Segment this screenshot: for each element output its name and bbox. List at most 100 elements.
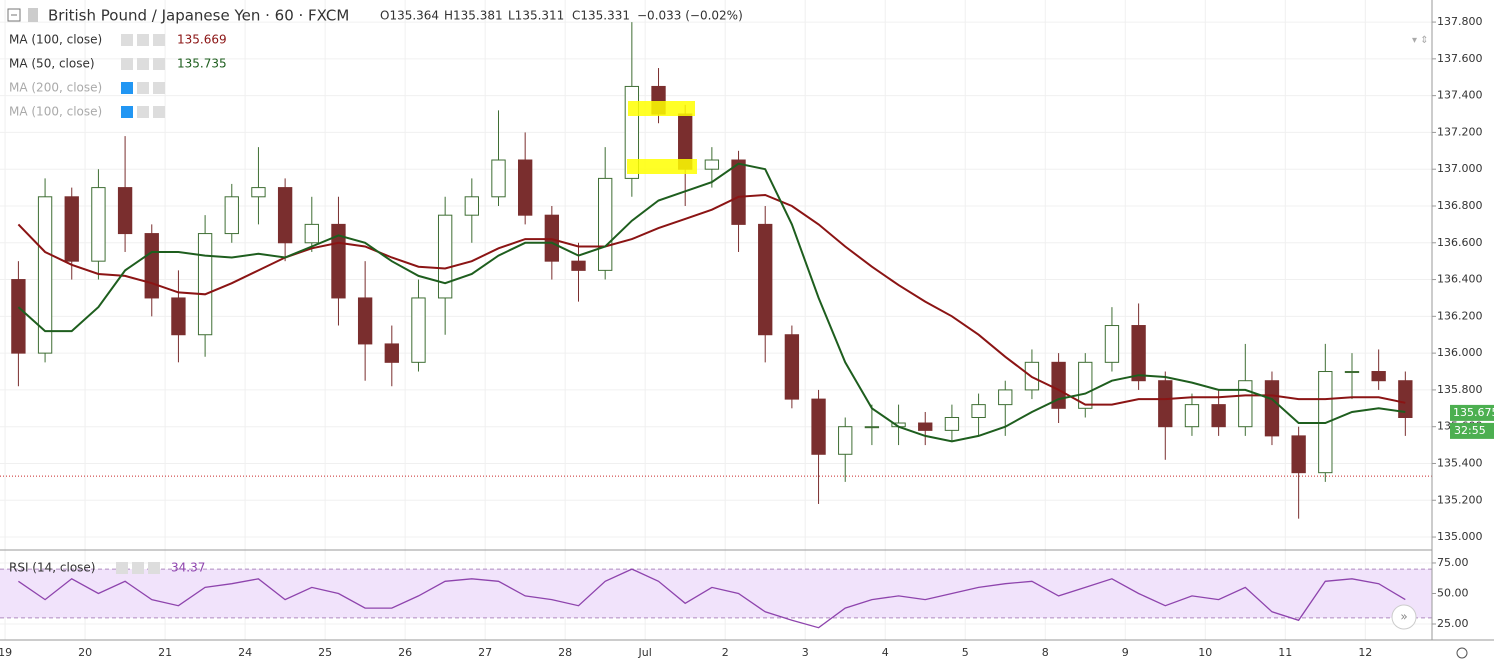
- candle-body: [1104, 325, 1120, 363]
- price-marker: [1450, 404, 1494, 421]
- candle-body: [811, 398, 826, 455]
- candle-body: [1264, 380, 1280, 437]
- candle-body: [251, 187, 266, 198]
- legend-button[interactable]: [153, 82, 165, 94]
- candle-body: [704, 159, 720, 170]
- candle-body: [277, 187, 293, 244]
- x-tick-label: 5: [962, 646, 969, 659]
- legend-label: MA (100, close): [9, 105, 102, 119]
- candle-body: [464, 196, 479, 216]
- candle-body: [197, 233, 213, 336]
- x-tick-label: 9: [1122, 646, 1129, 659]
- legend-button[interactable]: [153, 34, 165, 46]
- legend-label: MA (100, close): [9, 33, 102, 47]
- candle-body: [784, 334, 800, 400]
- y-tick-label: 135.800: [1437, 383, 1483, 396]
- y-tick-label: 136.200: [1437, 309, 1483, 322]
- candle-body: [64, 196, 79, 262]
- candle-body: [598, 177, 613, 271]
- y-tick-label: 136.400: [1437, 273, 1483, 286]
- candle-body: [491, 159, 506, 198]
- x-tick-label: 2: [722, 646, 729, 659]
- indicator-value: 34.37: [171, 561, 205, 575]
- quote: H135.381: [444, 9, 503, 23]
- rsi-line: [18, 568, 1406, 629]
- x-tick-label: 27: [478, 646, 492, 659]
- x-tick-label: 10: [1198, 646, 1212, 659]
- candle-body: [918, 422, 933, 431]
- x-tick-label: 3: [802, 646, 809, 659]
- highlight: [627, 159, 697, 174]
- x-tick-label: 24: [238, 646, 252, 659]
- candle-body: [758, 223, 773, 336]
- x-tick-label: Jul: [638, 646, 652, 659]
- symbol-icon: [28, 8, 38, 22]
- candle-body: [944, 416, 960, 431]
- candle-body: [304, 223, 319, 244]
- scroll-button[interactable]: [1391, 604, 1417, 630]
- x-tick-label: 21: [158, 646, 172, 659]
- legend-button[interactable]: [132, 562, 144, 574]
- moving-average: [17, 193, 1406, 406]
- legend-label: MA (50, close): [9, 57, 95, 71]
- candle-body: [1158, 380, 1173, 428]
- quote: C135.331: [572, 9, 630, 23]
- candle-body: [384, 343, 399, 363]
- x-tick-label: 28: [558, 646, 572, 659]
- candle-body: [411, 297, 426, 363]
- candle-body: [224, 196, 239, 235]
- y-tick-label: 136.000: [1437, 346, 1483, 359]
- y-tick-label: 136.800: [1437, 199, 1483, 212]
- candle-body: [1078, 361, 1093, 409]
- legend-button[interactable]: [121, 34, 133, 46]
- legend-button[interactable]: [116, 562, 128, 574]
- legend-button[interactable]: [137, 58, 149, 70]
- y-tick-label: 137.800: [1437, 15, 1483, 28]
- quote: L135.311: [508, 9, 564, 23]
- legend-button[interactable]: [121, 82, 133, 94]
- indicator-label: RSI (14, close): [9, 561, 95, 575]
- y-tick-label: 75.00: [1437, 556, 1469, 569]
- legend-button[interactable]: [137, 34, 149, 46]
- candle-body: [11, 279, 26, 354]
- legend-button[interactable]: [121, 58, 133, 70]
- legend-button[interactable]: [153, 58, 165, 70]
- candle-body: [571, 260, 586, 271]
- candle-body: [998, 389, 1013, 406]
- ui: 135.000135.200135.400135.600135.800136.0…: [0, 9, 1494, 659]
- x-tick-label: 25: [318, 646, 332, 659]
- candle-body: [1211, 404, 1226, 428]
- legend-button[interactable]: [121, 106, 133, 118]
- y-tick-label: 137.000: [1437, 162, 1483, 175]
- legend-button[interactable]: [153, 106, 165, 118]
- legend-label: MA (200, close): [9, 81, 102, 95]
- pane-controls[interactable]: ▾ ⇕: [1412, 35, 1429, 46]
- change: −0.033 (−0.02%): [637, 9, 743, 23]
- countdown: 32:55: [1454, 424, 1486, 437]
- x-tick-label: 4: [882, 646, 889, 659]
- candle-body: [864, 426, 880, 429]
- legend-button[interactable]: [137, 82, 149, 94]
- candle-body: [437, 214, 453, 299]
- candle-body: [144, 233, 159, 299]
- candle-body: [37, 196, 53, 354]
- moving-average: [17, 162, 1406, 443]
- candle-body: [1398, 380, 1413, 418]
- x-tick-label: 20: [78, 646, 92, 659]
- legend-button[interactable]: [148, 562, 160, 574]
- y-tick-label: 137.200: [1437, 125, 1483, 138]
- plot: [0, 22, 1432, 629]
- y-tick-label: 136.600: [1437, 236, 1483, 249]
- candle-body: [517, 159, 533, 216]
- chart-title: British Pound / Japanese Yen · 60 · FXCM: [48, 7, 349, 25]
- x-tick-label: 11: [1278, 646, 1292, 659]
- candle-body: [1344, 371, 1360, 374]
- y-tick-label: 135.400: [1437, 456, 1483, 469]
- x-tick-label: 12: [1358, 646, 1372, 659]
- x-tick-label: 26: [398, 646, 412, 659]
- settings-button[interactable]: [1456, 647, 1468, 659]
- candle-body: [1051, 361, 1066, 409]
- legend-button[interactable]: [137, 106, 149, 118]
